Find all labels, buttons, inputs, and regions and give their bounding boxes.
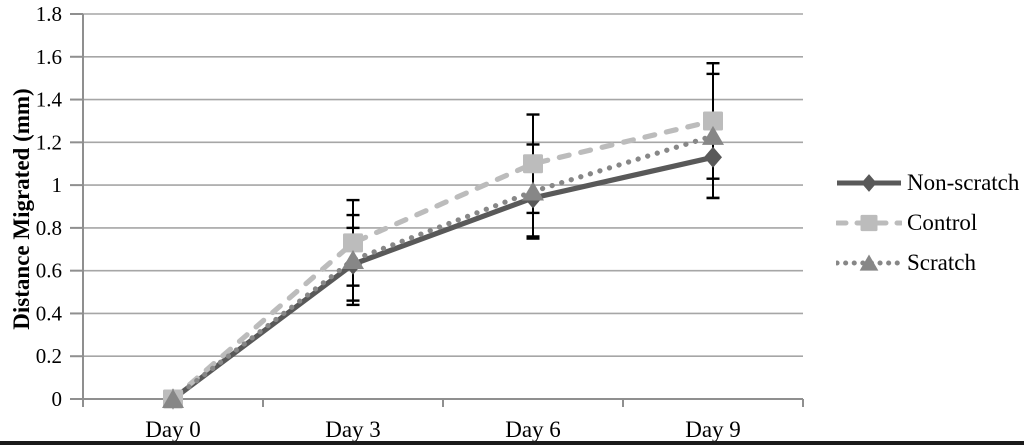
triangle-marker [522, 181, 544, 201]
legend-label-non-scratch: Non-scratch [907, 170, 1020, 195]
y-tick-label: 0 [52, 387, 63, 411]
x-category-label: Day 6 [505, 417, 561, 441]
y-tick-label: 1.4 [36, 88, 63, 112]
square-marker [343, 233, 363, 253]
y-tick-label: 1.8 [36, 2, 62, 26]
figure-bottom-border [0, 441, 1024, 445]
x-category-label: Day 0 [145, 417, 201, 441]
triangle-marker [162, 389, 184, 408]
y-tick-label: 0.6 [36, 259, 62, 283]
y-axis-title: Distance Migrated (mm) [9, 88, 34, 330]
square-marker [703, 111, 723, 131]
legend-label-scratch: Scratch [907, 250, 976, 275]
legend-sample-marker [861, 174, 877, 192]
diamond-marker [704, 146, 722, 168]
legend-control-line-icon [836, 214, 902, 232]
y-tick-label: 1 [52, 173, 63, 197]
y-tick-label: 1.6 [36, 45, 62, 69]
legend-item-non-scratch: Non-scratch [836, 163, 1019, 203]
series-line-non-scratch [171, 154, 714, 402]
legend-non-scratch-line-icon [837, 174, 901, 192]
series-line-control [170, 118, 716, 402]
y-tick-label: 0.2 [36, 344, 62, 368]
legend-item-scratch: Scratch [836, 243, 1019, 283]
legend-sample-marker [859, 254, 879, 271]
legend-item-control: Control [836, 203, 1019, 243]
y-tick-label: 0.8 [36, 216, 62, 240]
chart-legend: Non-scratch Control Scratch [836, 163, 1019, 283]
triangle-marker [702, 125, 724, 145]
square-marker [523, 154, 543, 174]
triangle-marker [342, 249, 364, 269]
x-category-label: Day 3 [325, 417, 381, 441]
legend-sample-marker [860, 214, 878, 232]
legend-label-control: Control [907, 210, 978, 235]
y-tick-label: 0.4 [36, 301, 63, 325]
legend-scratch-line-icon [836, 254, 902, 271]
y-tick-label: 1.2 [36, 130, 62, 154]
x-category-label: Day 9 [685, 417, 741, 441]
